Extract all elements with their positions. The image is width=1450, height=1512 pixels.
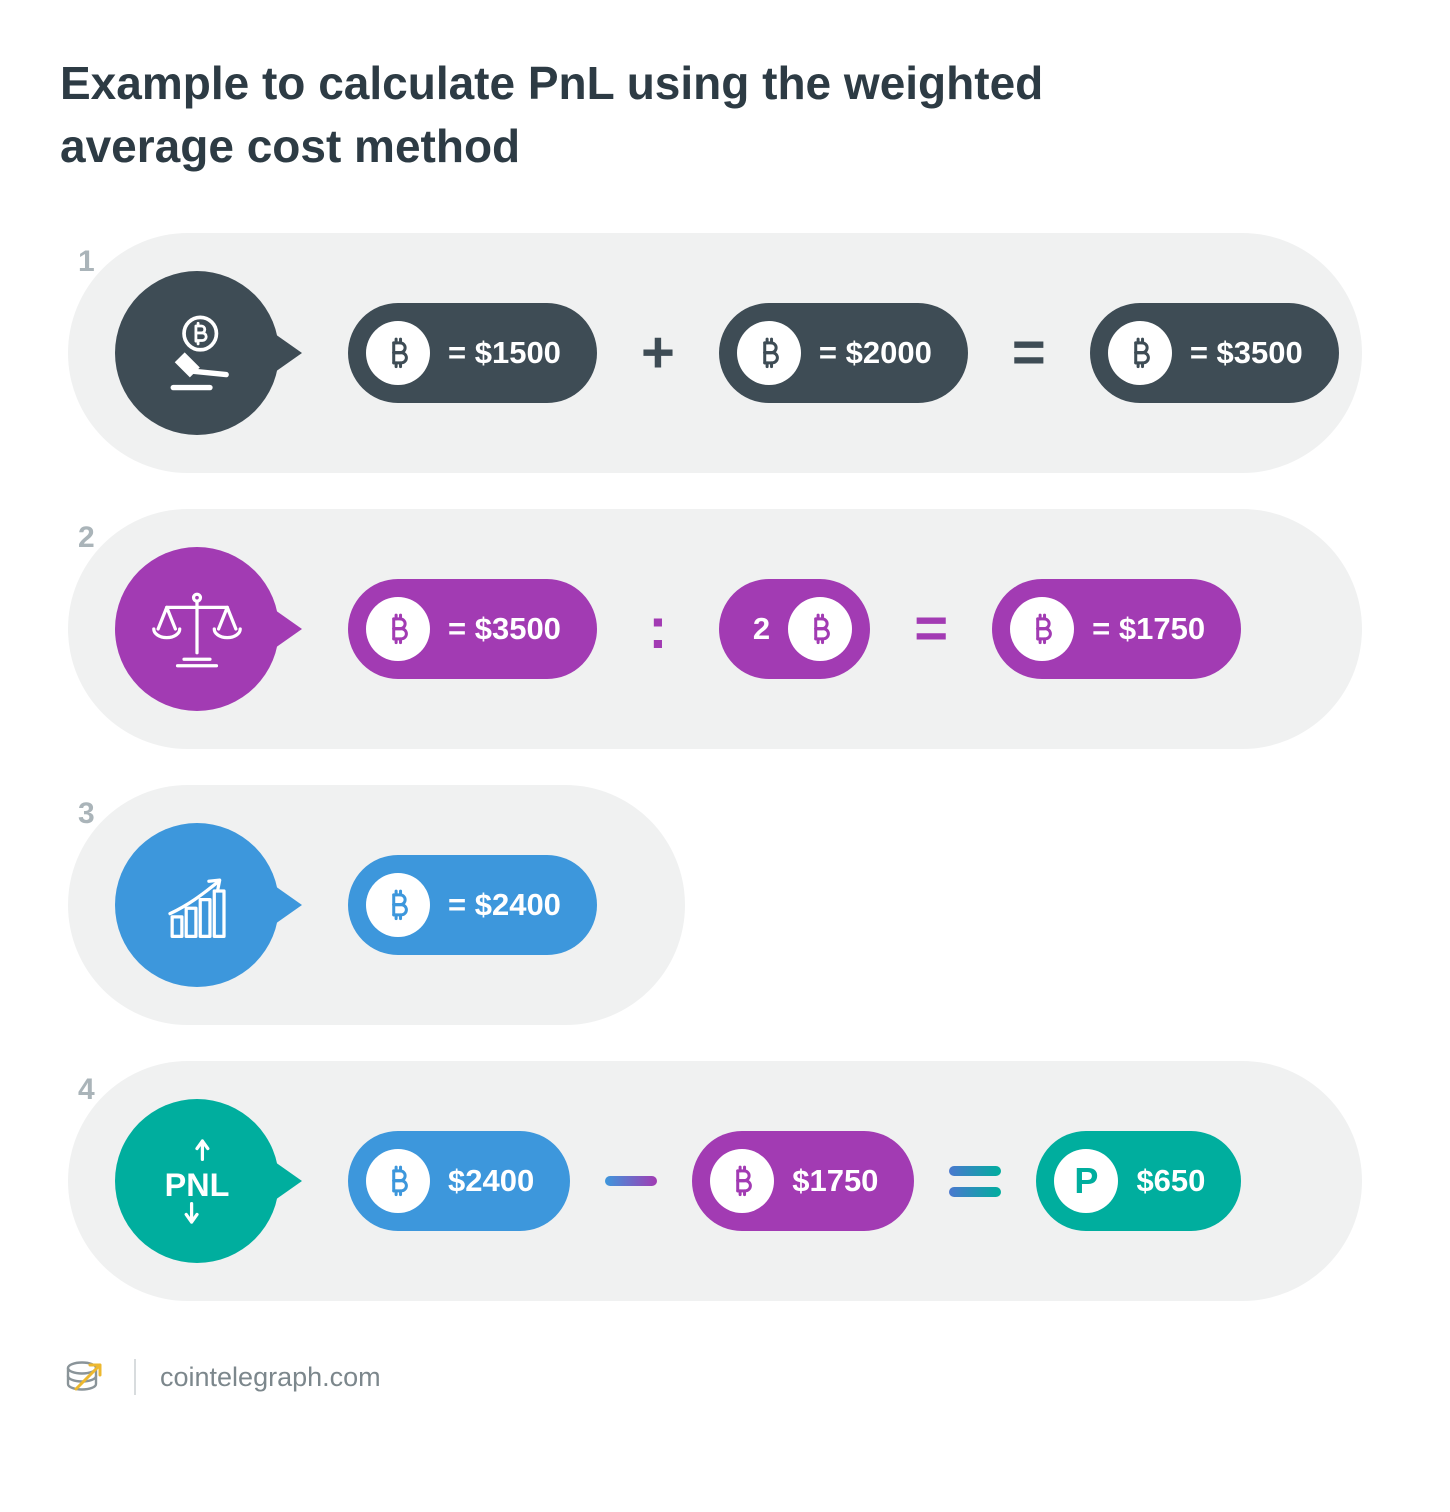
- equation-step-1: = $1500 + = $2000 = = $3500: [348, 233, 1339, 473]
- bitcoin-icon: [736, 321, 801, 386]
- amount-label: $1750: [792, 1163, 879, 1199]
- btc-amount-pill: = $2400: [348, 855, 597, 956]
- equation-step-2: = $3500 : 2 = = $1750: [348, 509, 1242, 749]
- count-label: 2: [752, 611, 771, 647]
- btc-amount-pill: = $3500: [348, 579, 597, 680]
- footer: cointelegraph.com: [62, 1353, 1450, 1401]
- amount-label: = $3500: [1189, 335, 1303, 371]
- step-row-1: 1 = $1500 + = $2000: [68, 233, 1362, 474]
- auction-gavel-icon: [115, 271, 279, 436]
- pnl-icon: PNL: [115, 1099, 279, 1264]
- amount-label: = $2000: [818, 335, 932, 371]
- equals-operator: [942, 1165, 1008, 1197]
- bitcoin-icon: [366, 597, 430, 662]
- bitcoin-icon: [366, 1149, 430, 1214]
- step-number: 2: [78, 521, 95, 555]
- equals-operator: =: [1011, 320, 1046, 386]
- steps-list: 1 = $1500 + = $2000: [0, 233, 1450, 1302]
- bitcoin-icon: [1107, 321, 1172, 386]
- step-number: 3: [78, 797, 95, 831]
- amount-label: $2400: [448, 1163, 535, 1199]
- bitcoin-icon: [788, 597, 853, 662]
- step-row-3: 3 = $2400: [68, 785, 685, 1026]
- pnl-currency-icon: P: [1054, 1149, 1119, 1214]
- page-title: Example to calculate PnL using the weigh…: [60, 57, 1044, 172]
- amount-label: = $3500: [448, 611, 561, 647]
- pnl-amount-pill: P $650: [1036, 1131, 1242, 1232]
- bitcoin-icon: [710, 1149, 775, 1214]
- footer-divider: [134, 1359, 136, 1396]
- bitcoin-icon: [366, 873, 430, 938]
- amount-label: $650: [1136, 1163, 1206, 1199]
- balance-scale-icon: [115, 547, 279, 712]
- step-number: 4: [78, 1073, 95, 1107]
- bitcoin-icon: [1010, 597, 1075, 662]
- divide-operator: :: [648, 596, 668, 662]
- btc-amount-pill: = $2000: [718, 303, 968, 404]
- step-row-2: 2 = $3500 : 2: [68, 509, 1362, 750]
- amount-label: = $2400: [448, 887, 561, 923]
- btc-amount-pill: $2400: [348, 1131, 571, 1232]
- minus-operator: [598, 1176, 664, 1187]
- plus-operator: +: [640, 320, 675, 386]
- btc-count-pill: 2: [718, 579, 871, 680]
- cointelegraph-logo-icon: [62, 1353, 110, 1401]
- equals-operator: =: [914, 596, 949, 662]
- step-row-4: 4 PNL $2400 $1750: [68, 1061, 1362, 1302]
- growth-chart-icon: [115, 823, 279, 988]
- btc-amount-pill: = $1500: [348, 303, 597, 404]
- equation-step-4: $2400 $1750 P $650: [348, 1061, 1242, 1301]
- footer-site-label: cointelegraph.com: [160, 1361, 381, 1392]
- btc-amount-pill: $1750: [692, 1131, 915, 1232]
- p-symbol: P: [1074, 1160, 1099, 1202]
- equation-step-3: = $2400: [348, 785, 597, 1025]
- amount-label: = $1750: [1092, 611, 1206, 647]
- btc-amount-pill: = $3500: [1089, 303, 1339, 404]
- amount-label: = $1500: [448, 335, 561, 371]
- pnl-label: PNL: [165, 1167, 230, 1203]
- bitcoin-icon: [366, 321, 430, 386]
- btc-amount-pill: = $1750: [992, 579, 1242, 680]
- step-number: 1: [78, 245, 95, 279]
